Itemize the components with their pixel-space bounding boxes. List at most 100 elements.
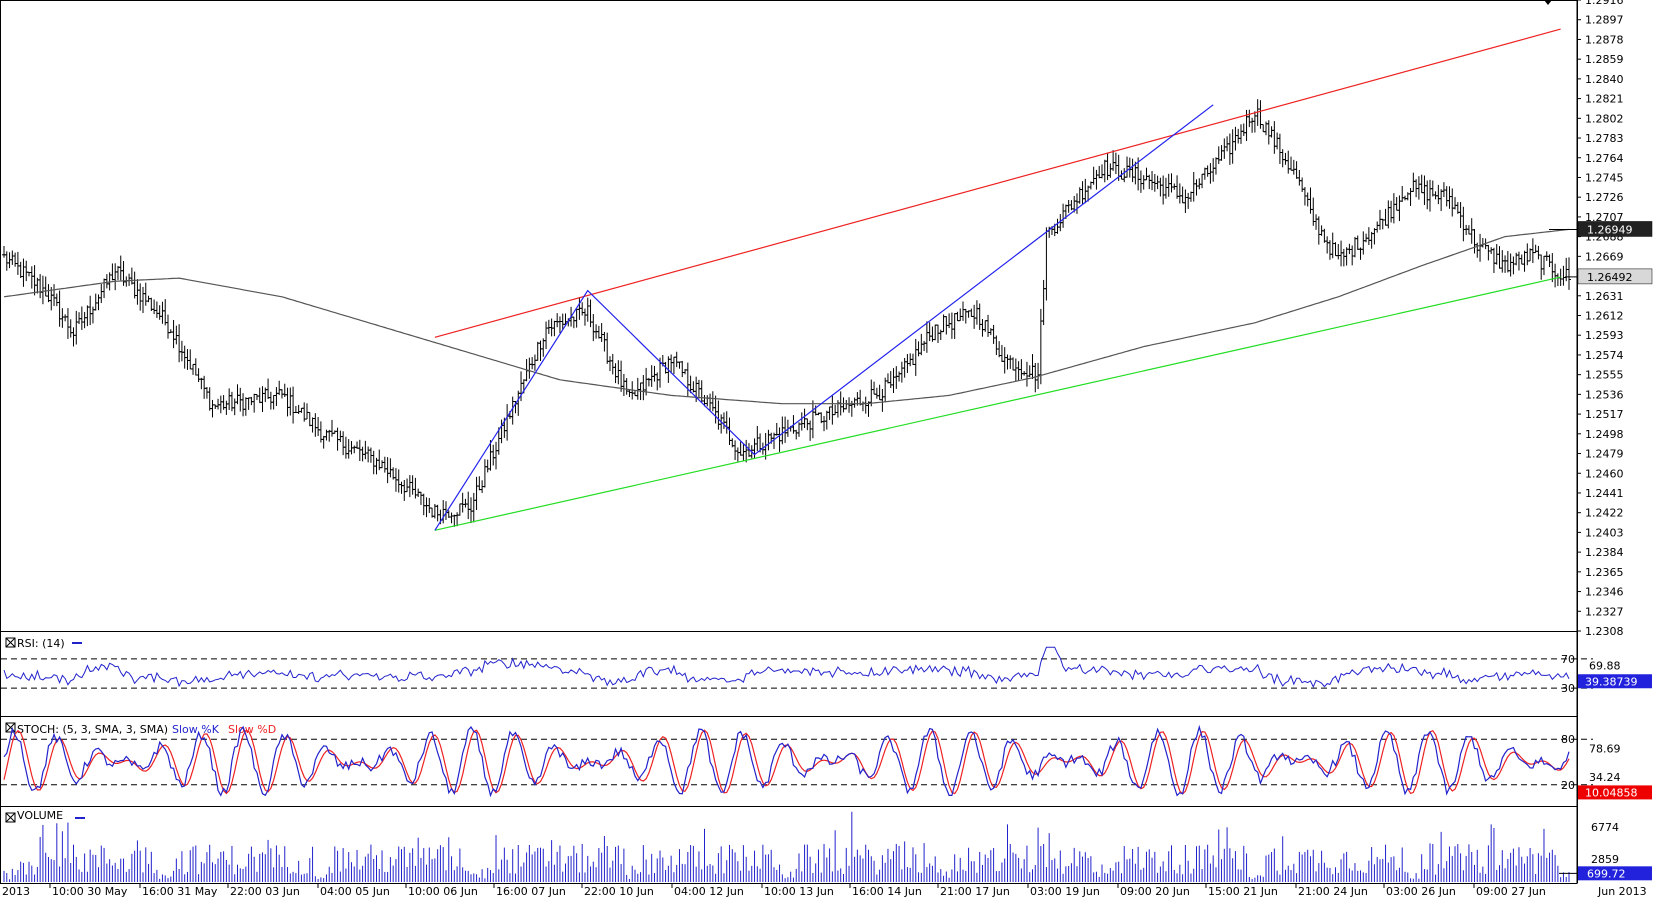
price-bar [1108, 163, 1113, 178]
volume-checkbox-icon[interactable] [5, 812, 16, 823]
price-bar [171, 319, 176, 349]
price-bar [32, 265, 37, 296]
price-bar [1122, 168, 1127, 183]
price-bar [635, 377, 640, 400]
price-bar [833, 404, 838, 416]
price-bar [952, 313, 957, 339]
price-bar [602, 331, 607, 352]
price-bar [377, 449, 382, 471]
price-bar [474, 476, 479, 511]
price-bar [346, 439, 351, 459]
volume-panel[interactable]: VOLUME [3, 809, 1570, 882]
price-bar [824, 410, 829, 430]
price-bar [296, 404, 301, 414]
price-bar [277, 380, 282, 396]
stoch-panel[interactable]: STOCH: (5, 3, SMA, 3, SMA) Slow %K Slow … [1, 723, 1593, 798]
price-bar [616, 360, 621, 385]
rsi-checkbox-icon[interactable] [5, 637, 16, 648]
price-tick-label: 1.2612 [1585, 310, 1624, 323]
price-bar [1277, 133, 1282, 164]
price-bar [207, 387, 212, 411]
price-bar [246, 397, 251, 410]
price-tick-label: 1.2327 [1585, 605, 1624, 618]
price-bar [1227, 133, 1232, 165]
price-bar [1186, 192, 1191, 209]
ohlc-bars [2, 99, 1571, 527]
price-tick-label: 1.2517 [1585, 408, 1624, 421]
price-bar [77, 312, 82, 325]
price-bar [1491, 247, 1496, 274]
price-bar [1439, 189, 1444, 212]
price-bar [1177, 183, 1182, 204]
time-tick-label: 09:00 27 Jun [1476, 885, 1546, 897]
price-bar [307, 411, 312, 427]
price-bar [299, 407, 304, 413]
price-tick-label: 1.2707 [1585, 211, 1624, 224]
price-bar [1394, 197, 1399, 211]
price-bar [1130, 158, 1135, 183]
price-bar [85, 305, 90, 327]
price-bar [40, 275, 45, 305]
price-bar [38, 274, 43, 299]
price-bar [799, 412, 804, 431]
current-price-label: 1.26492 [1577, 268, 1653, 285]
price-bar [466, 491, 471, 520]
price-bar [1466, 225, 1471, 235]
price-bar [1269, 126, 1274, 138]
time-tick-label: 16:00 14 Jun [852, 885, 922, 897]
price-bar [627, 389, 632, 398]
time-tick-label: 21:00 17 Jun [940, 885, 1010, 897]
price-bar [1436, 184, 1441, 205]
price-bar [805, 418, 810, 431]
price-bar [916, 341, 921, 357]
volume-label: VOLUME [17, 809, 63, 822]
price-bar [1478, 233, 1483, 262]
price-tick-label: 1.2536 [1585, 388, 1624, 401]
price-bar [1375, 221, 1380, 233]
price-bar [935, 324, 940, 343]
price-panel[interactable] [2, 0, 1577, 531]
price-bar [997, 341, 1002, 358]
time-tick-label: 15:00 21 Jun [1208, 885, 1278, 897]
moving-average-line [3, 228, 1570, 405]
price-bar [1250, 117, 1255, 133]
price-bar [1019, 359, 1024, 380]
price-bar [1453, 197, 1458, 210]
price-bar [505, 404, 510, 441]
price-bar [1230, 129, 1235, 164]
price-bar [477, 476, 482, 491]
price-bar [1011, 357, 1016, 371]
price-bar [899, 361, 904, 383]
price-bar [607, 356, 612, 372]
price-bar [102, 278, 107, 299]
price-bar [1327, 240, 1332, 260]
price-bar [463, 498, 468, 508]
price-bar [143, 282, 148, 306]
price-bar [580, 302, 585, 316]
price-bar [324, 429, 329, 441]
price-bar [1511, 256, 1516, 275]
volume-value-label: 699.72 [1578, 866, 1652, 881]
stoch-k-label: Slow %K [172, 723, 220, 736]
rsi-panel[interactable]: RSI: (14) [1, 637, 1593, 689]
price-bar [1344, 247, 1349, 266]
price-bar [1489, 247, 1494, 254]
price-bar [571, 316, 576, 329]
price-bar [90, 306, 95, 324]
price-bar [1216, 146, 1221, 164]
price-bar [994, 335, 999, 356]
price-bar [1150, 170, 1155, 191]
price-bar [93, 293, 98, 311]
price-bar [1252, 111, 1257, 133]
price-bar [124, 276, 129, 287]
price-bar [1297, 170, 1302, 186]
price-tick-label: 1.2365 [1585, 566, 1624, 579]
price-bar [380, 460, 385, 469]
price-bar [74, 310, 79, 345]
price-bar [460, 492, 465, 513]
price-bar [60, 308, 65, 328]
price-bar [1539, 254, 1544, 280]
price-bar [1325, 236, 1330, 254]
price-bar [961, 301, 966, 321]
price-bar [852, 397, 857, 408]
